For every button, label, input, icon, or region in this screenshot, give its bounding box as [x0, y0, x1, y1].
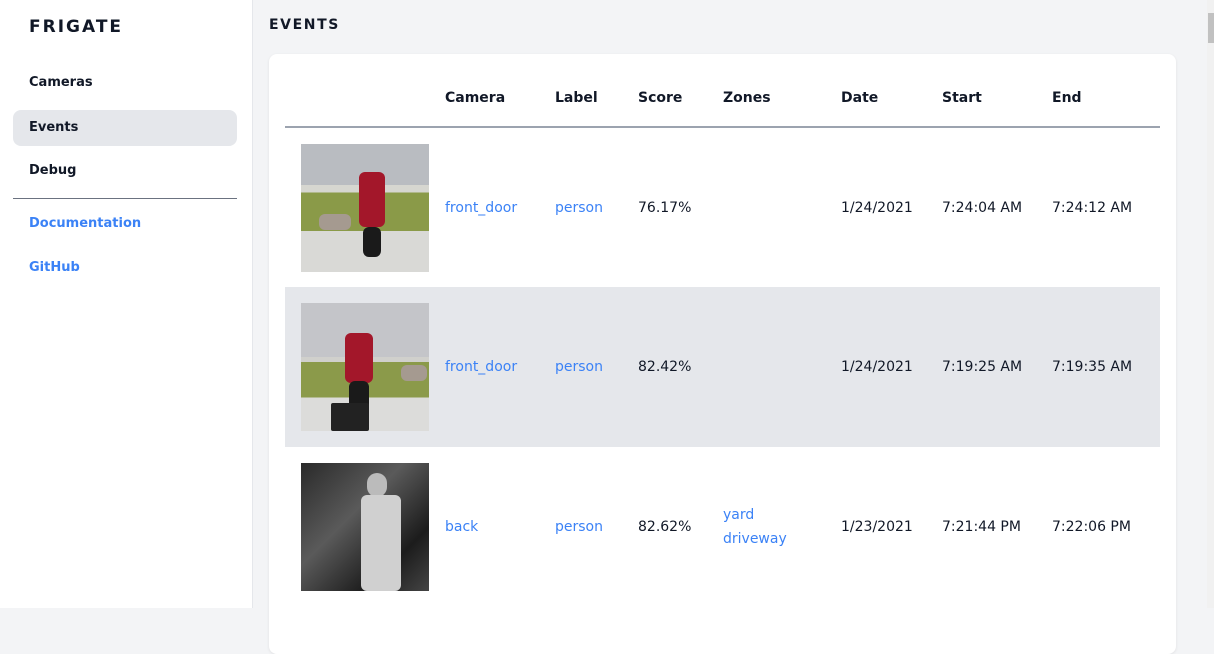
zone-link[interactable]: yard [723, 507, 755, 523]
event-thumbnail[interactable] [301, 143, 429, 272]
sidebar-item-cameras[interactable]: Cameras [29, 75, 93, 90]
scrollbar-thumb[interactable] [1208, 13, 1214, 43]
header-start: Start [942, 70, 1052, 128]
header-date: Date [841, 70, 942, 128]
header-thumbnail [285, 70, 445, 128]
event-thumbnail[interactable] [301, 303, 429, 431]
start-time: 7:24:04 AM [942, 199, 1023, 216]
end-time: 7:19:35 AM [1052, 287, 1160, 447]
label-link[interactable]: person [555, 519, 603, 535]
table-row[interactable]: front_door person 82.42% 1/24/2021 7:19:… [285, 287, 1160, 447]
sidebar-divider [13, 198, 237, 199]
page-title: EVENTS [269, 17, 340, 33]
label-link[interactable]: person [555, 199, 603, 216]
end-time: 7:24:12 AM [1052, 199, 1133, 216]
start-time: 7:21:44 PM [942, 519, 1021, 535]
scrollbar[interactable] [1207, 0, 1214, 608]
documentation-link[interactable]: Documentation [29, 216, 142, 231]
header-camera: Camera [445, 70, 555, 128]
events-table: Camera Label Score Zones Date Start End … [285, 70, 1160, 607]
score: 82.62% [638, 519, 692, 535]
score: 82.42% [638, 287, 723, 447]
event-thumbnail[interactable] [301, 463, 429, 591]
header-label: Label [555, 70, 638, 128]
sidebar-item-events[interactable]: Events [13, 110, 237, 146]
brand-logo: FRIGATE [29, 17, 124, 37]
score: 76.17% [638, 199, 692, 216]
header-end: End [1052, 70, 1160, 128]
end-time: 7:22:06 PM [1052, 519, 1131, 535]
date: 1/24/2021 [841, 287, 942, 447]
date: 1/23/2021 [841, 519, 913, 535]
table-row[interactable]: back person 82.62% yard driveway 1/23/202… [285, 447, 1160, 607]
header-zones: Zones [723, 70, 841, 128]
zones: yard driveway [723, 447, 841, 607]
header-score: Score [638, 70, 723, 128]
table-header: Camera Label Score Zones Date Start End [285, 70, 1160, 128]
sidebar: FRIGATE Cameras Events Debug Documentati… [0, 0, 253, 608]
github-link[interactable]: GitHub [29, 260, 80, 275]
zone-link[interactable]: driveway [723, 531, 787, 547]
zones [723, 127, 841, 287]
sidebar-item-debug[interactable]: Debug [29, 163, 77, 178]
table-row[interactable]: front_door person 76.17% 1/24/2021 7:24:… [285, 127, 1160, 287]
camera-link[interactable]: back [445, 519, 479, 535]
camera-link[interactable]: front_door [445, 199, 518, 216]
events-card: Camera Label Score Zones Date Start End … [269, 54, 1176, 654]
start-time: 7:19:25 AM [942, 287, 1052, 447]
zones [723, 287, 841, 447]
label-link[interactable]: person [555, 287, 638, 447]
date: 1/24/2021 [841, 199, 913, 216]
camera-link[interactable]: front_door [445, 287, 555, 447]
